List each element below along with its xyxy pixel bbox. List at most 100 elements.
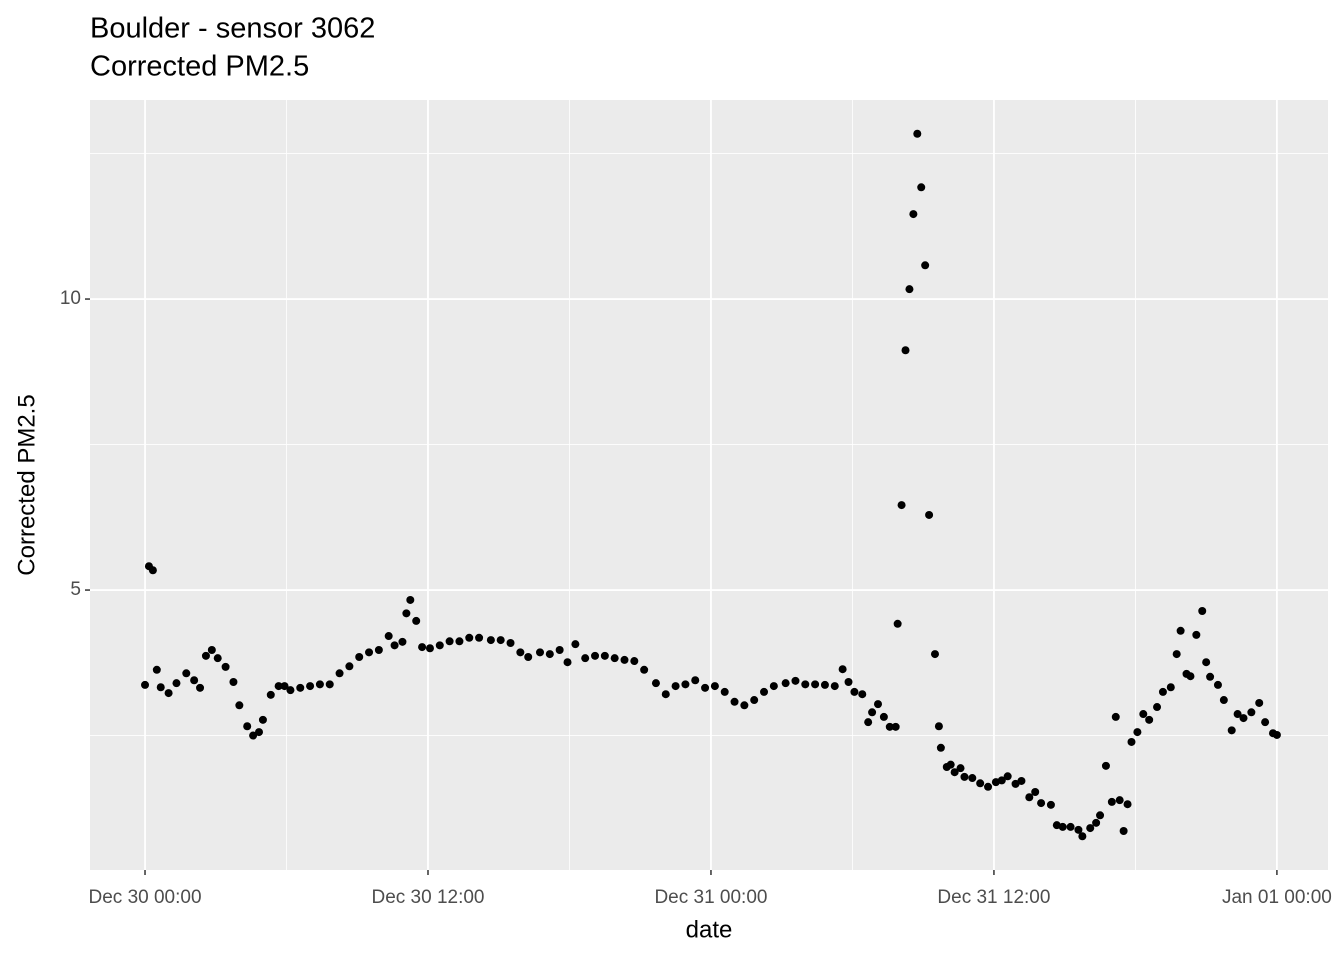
point — [571, 640, 580, 649]
point — [850, 687, 859, 696]
point — [374, 646, 383, 654]
chart-subtitle: Corrected PM2.5 — [90, 51, 309, 83]
point — [1111, 712, 1120, 721]
x-tick-label: Dec 31 12:00 — [937, 887, 1050, 908]
point — [600, 651, 609, 660]
point — [730, 697, 739, 706]
y-tick-label: 5 — [70, 579, 81, 600]
point — [258, 715, 267, 724]
point — [891, 722, 900, 731]
point — [213, 654, 222, 663]
point — [1086, 824, 1095, 833]
point — [536, 648, 545, 657]
panel — [90, 100, 1328, 870]
point — [315, 680, 324, 689]
point — [221, 662, 230, 671]
point — [1025, 793, 1034, 802]
point — [720, 687, 729, 696]
x-tick-label: Dec 30 12:00 — [371, 887, 484, 908]
point — [1176, 626, 1185, 635]
point — [1227, 726, 1236, 735]
point — [1092, 818, 1101, 827]
point — [172, 679, 181, 688]
point — [1261, 718, 1270, 727]
point — [229, 678, 238, 687]
point — [1198, 607, 1207, 616]
x-tick-label: Dec 31 00:00 — [654, 887, 767, 908]
point — [640, 665, 649, 674]
point — [486, 636, 495, 645]
point — [858, 690, 867, 699]
point — [901, 346, 910, 355]
point — [156, 683, 165, 692]
point — [885, 722, 894, 731]
point — [384, 632, 393, 641]
point — [909, 210, 918, 219]
point — [1127, 737, 1136, 746]
point — [1003, 772, 1012, 781]
point — [1046, 800, 1055, 809]
point — [925, 510, 934, 519]
point — [335, 669, 344, 678]
point — [681, 680, 690, 689]
point — [1158, 687, 1167, 696]
point — [1107, 797, 1116, 806]
point — [760, 687, 769, 696]
point — [661, 690, 670, 699]
point — [873, 700, 882, 709]
point — [936, 743, 945, 752]
point — [402, 609, 411, 618]
point — [1058, 822, 1067, 831]
point — [879, 712, 888, 721]
point — [960, 772, 969, 781]
point — [1017, 776, 1026, 785]
point — [913, 129, 922, 138]
point — [563, 658, 572, 667]
point — [1166, 683, 1175, 692]
point — [630, 657, 639, 666]
point — [1172, 650, 1181, 659]
point — [591, 651, 600, 660]
point — [976, 779, 985, 788]
point — [555, 646, 564, 654]
point — [516, 648, 525, 657]
point — [864, 718, 873, 727]
point — [897, 501, 906, 510]
point — [671, 682, 680, 691]
point — [496, 636, 505, 645]
point — [956, 764, 965, 773]
x-tick-label: Dec 30 00:00 — [89, 887, 202, 908]
point — [691, 676, 700, 685]
point — [1139, 710, 1148, 719]
chart-title: Boulder - sensor 3062 — [90, 13, 375, 45]
point — [811, 680, 820, 689]
point — [930, 650, 939, 659]
point — [917, 183, 926, 192]
point — [581, 654, 590, 663]
point — [934, 722, 943, 731]
point — [141, 680, 150, 689]
point — [286, 686, 295, 695]
point — [1066, 822, 1075, 831]
point — [465, 633, 474, 642]
point — [243, 722, 252, 731]
point — [651, 679, 660, 688]
point — [1153, 703, 1162, 712]
point — [164, 689, 173, 698]
point — [868, 708, 877, 717]
point — [997, 776, 1006, 785]
point — [946, 760, 955, 769]
point — [435, 641, 444, 650]
point — [1233, 710, 1242, 719]
point — [455, 637, 464, 646]
point — [1031, 788, 1040, 797]
point — [325, 680, 334, 689]
point — [769, 682, 778, 691]
point — [412, 616, 421, 625]
point — [475, 633, 484, 642]
point — [1247, 708, 1256, 717]
point — [355, 652, 364, 661]
point — [545, 650, 554, 659]
point — [1255, 698, 1264, 707]
